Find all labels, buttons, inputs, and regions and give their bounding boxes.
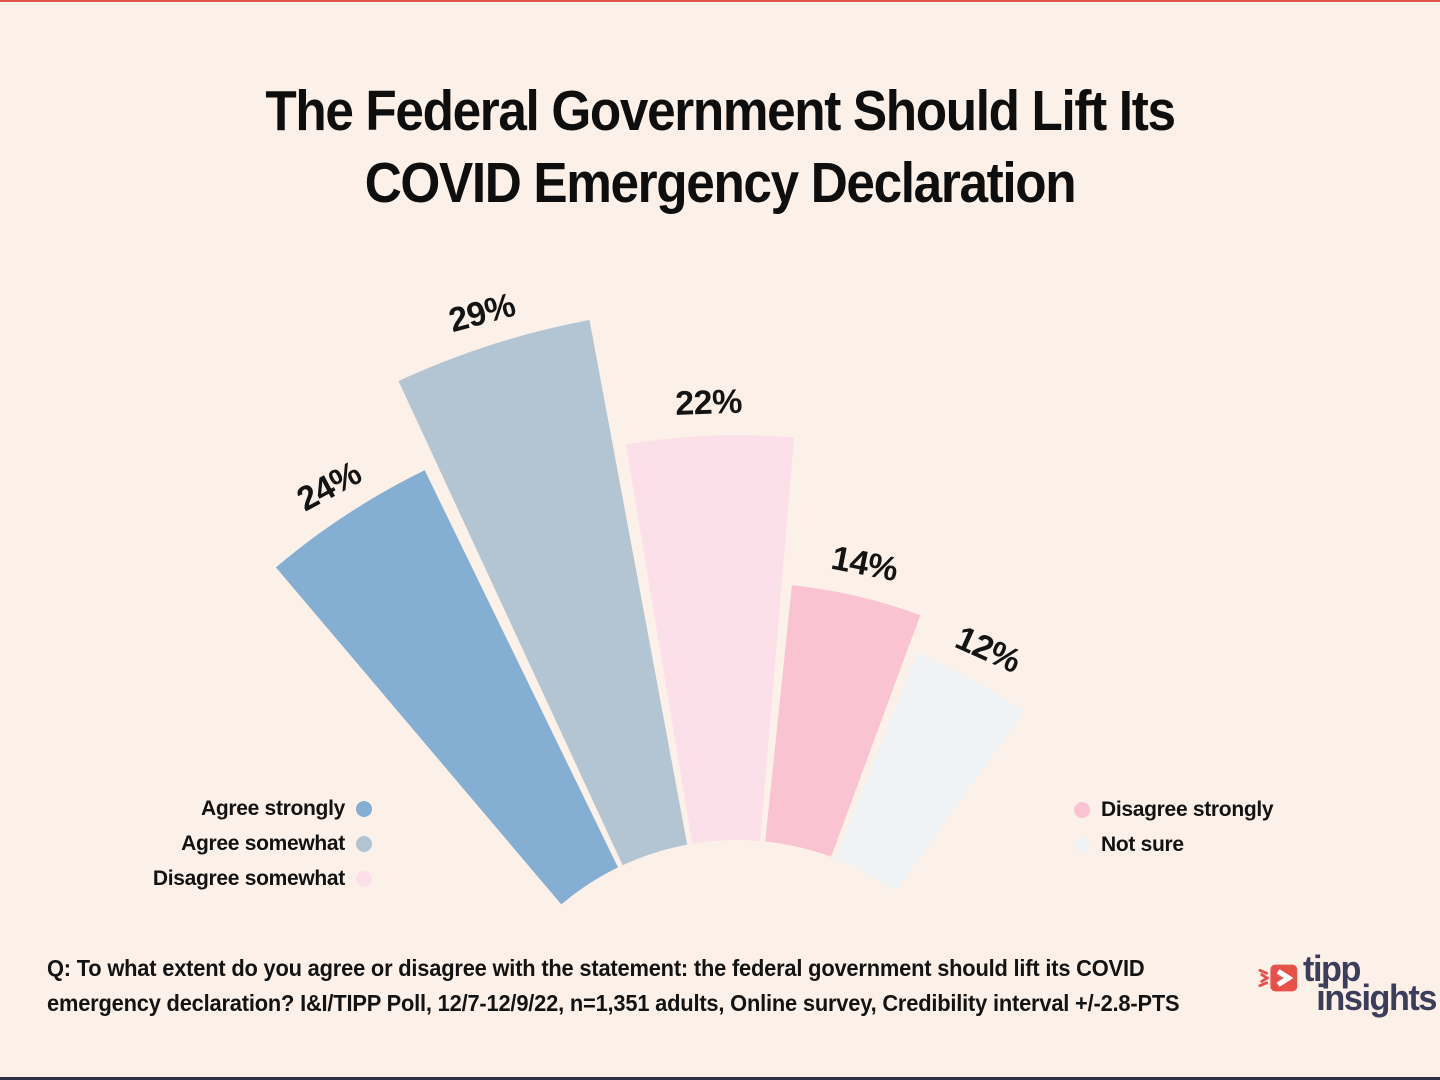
value-label-agree-somewhat: 29%: [445, 286, 519, 340]
legend-label-not-sure: Not sure: [1101, 832, 1184, 856]
title-line-2: COVID Emergency Declaration: [364, 150, 1077, 215]
legend-dot-disagree-strongly-icon: [1074, 801, 1090, 818]
logo-word-tipp: tipp: [1303, 948, 1361, 989]
legend-left: Agree strongly Agree somewhat Disagree s…: [110, 791, 372, 896]
survey-footnote: Q: To what extent do you agree or disagr…: [47, 951, 1254, 1021]
legend-dot-agree-somewhat-icon: [356, 835, 372, 852]
top-accent-line: [0, 0, 1440, 2]
fan-wedge-disagree-strongly: [765, 585, 921, 857]
fan-wedge-disagree-somewhat: [625, 435, 795, 844]
footnote-line-2: emergency declaration? I&I/TIPP Poll, 12…: [47, 990, 1180, 1016]
fan-wedge-not-sure: [836, 653, 1025, 891]
value-label-disagree-strongly: 14%: [828, 539, 901, 589]
title-line-1: The Federal Government Should Lift Its: [265, 79, 1176, 143]
legend-item-disagree-strongly: Disagree strongly: [1074, 792, 1374, 827]
legend-dot-agree-strongly-icon: [356, 800, 372, 817]
value-label-disagree-somewhat: 22%: [675, 383, 743, 423]
legend-item-agree-somewhat: Agree somewhat: [110, 826, 372, 861]
logo-wordmark: tipp insights: [1303, 948, 1437, 1018]
legend-label-agree-somewhat: Agree somewhat: [181, 831, 345, 855]
legend-item-not-sure: Not sure: [1074, 827, 1374, 862]
legend-item-agree-strongly: Agree strongly: [110, 791, 372, 826]
page-title: The Federal Government Should Lift Its C…: [72, 76, 1368, 220]
legend-right: Disagree strongly Not sure: [1074, 792, 1374, 862]
logo-word-insights: insights: [1316, 977, 1437, 1018]
legend-label-agree-strongly: Agree strongly: [201, 796, 345, 820]
fan-wedge-agree-somewhat: [398, 320, 688, 866]
fan-wedge-agree-strongly: [275, 470, 618, 905]
tipp-logo-bird-icon: [1258, 964, 1298, 992]
footnote-line-1: Q: To what extent do you agree or disagr…: [47, 955, 1145, 981]
bottom-accent-line: [0, 1077, 1440, 1080]
legend-item-disagree-somewhat: Disagree somewhat: [110, 861, 372, 896]
legend-label-disagree-strongly: Disagree strongly: [1101, 797, 1274, 821]
legend-dot-not-sure-icon: [1074, 836, 1090, 853]
tipp-insights-logo: tipp insights: [1258, 948, 1440, 1018]
legend-label-disagree-somewhat: Disagree somewhat: [152, 866, 345, 890]
value-label-not-sure: 12%: [950, 619, 1027, 681]
legend-dot-disagree-somewhat-icon: [356, 870, 372, 887]
